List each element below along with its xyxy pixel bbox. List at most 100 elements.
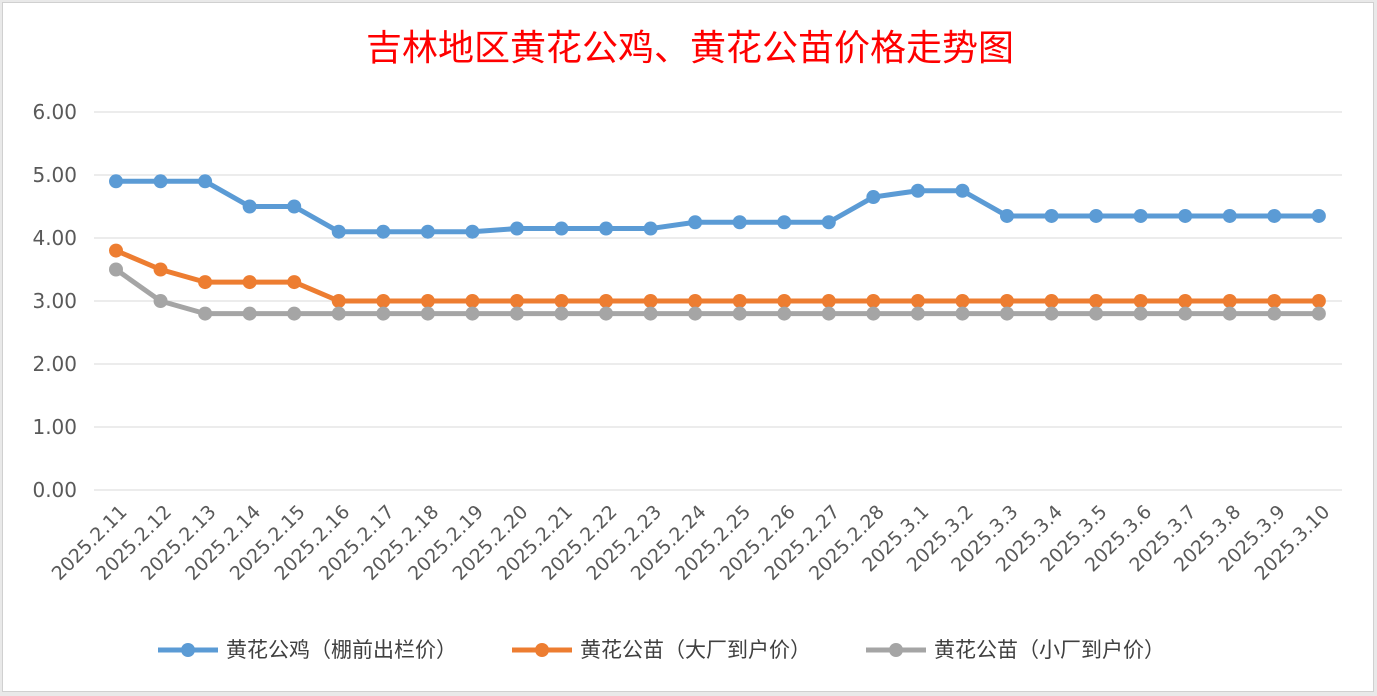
data-point bbox=[509, 306, 524, 321]
data-point bbox=[955, 306, 970, 321]
data-point bbox=[287, 275, 302, 290]
data-point bbox=[1222, 294, 1237, 308]
data-point bbox=[554, 294, 569, 308]
data-point bbox=[554, 221, 569, 236]
data-point bbox=[777, 294, 792, 308]
data-point bbox=[376, 306, 391, 321]
data-point bbox=[821, 294, 836, 308]
data-point bbox=[821, 306, 836, 321]
data-point bbox=[1178, 208, 1193, 223]
data-point bbox=[1178, 306, 1193, 321]
data-point bbox=[198, 174, 213, 189]
legend-item: 黄花公鸡（棚前出栏价） bbox=[158, 638, 457, 662]
data-point bbox=[287, 306, 302, 321]
data-point bbox=[1267, 208, 1282, 223]
series-line bbox=[116, 178, 1319, 235]
data-point bbox=[732, 294, 747, 308]
data-point bbox=[1044, 294, 1059, 308]
data-point bbox=[643, 221, 658, 236]
y-tick-label: 6.00 bbox=[32, 100, 77, 124]
data-point bbox=[198, 275, 213, 290]
data-point bbox=[599, 294, 614, 308]
data-point bbox=[376, 294, 391, 308]
data-point bbox=[1267, 306, 1282, 321]
data-point bbox=[509, 294, 524, 308]
legend-item: 黄花公苗（大厂到户价） bbox=[512, 638, 811, 662]
data-point bbox=[109, 243, 123, 258]
data-point bbox=[910, 306, 925, 321]
y-tick-label: 5.00 bbox=[32, 163, 77, 187]
data-point bbox=[1044, 208, 1059, 223]
series-1 bbox=[109, 243, 1326, 308]
data-point bbox=[910, 294, 925, 308]
data-point bbox=[1000, 306, 1014, 321]
data-point bbox=[910, 183, 925, 198]
y-tick-label: 1.00 bbox=[32, 415, 77, 439]
y-tick-label: 4.00 bbox=[32, 226, 77, 250]
data-point bbox=[153, 174, 168, 189]
data-point bbox=[599, 306, 614, 321]
data-point bbox=[821, 215, 836, 230]
data-point bbox=[509, 221, 524, 236]
y-axis-ticks: 0.00 1.00 2.00 3.00 4.00 5.00 6.00 bbox=[32, 100, 77, 502]
legend-label: 黄花公苗（大厂到户价） bbox=[580, 638, 811, 662]
data-point bbox=[1267, 294, 1282, 308]
gridlines bbox=[94, 111, 1342, 491]
data-point bbox=[688, 215, 703, 230]
data-point bbox=[242, 306, 257, 321]
data-point bbox=[1089, 294, 1104, 308]
legend-swatch-marker bbox=[535, 643, 549, 657]
data-point bbox=[866, 306, 881, 321]
data-point bbox=[153, 294, 168, 308]
series-line bbox=[114, 267, 1319, 317]
data-point bbox=[331, 294, 346, 308]
legend: 黄花公鸡（棚前出栏价） 黄花公苗（大厂到户价） 黄花公苗（小厂到户价） bbox=[158, 638, 1165, 662]
series-line bbox=[115, 248, 1319, 304]
data-point bbox=[242, 275, 257, 290]
data-point bbox=[1089, 208, 1104, 223]
data-point bbox=[688, 306, 703, 321]
data-point bbox=[643, 294, 658, 308]
legend-swatch-marker bbox=[181, 643, 195, 657]
data-point bbox=[153, 262, 168, 277]
data-point bbox=[465, 294, 480, 308]
data-point bbox=[287, 199, 302, 214]
data-point bbox=[109, 262, 123, 277]
data-point bbox=[1311, 306, 1326, 321]
legend-label: 黄花公鸡（棚前出栏价） bbox=[226, 638, 457, 662]
series-lines bbox=[109, 174, 1326, 321]
data-point bbox=[955, 183, 970, 198]
data-point bbox=[1133, 306, 1148, 321]
data-point bbox=[420, 224, 435, 239]
data-point bbox=[198, 306, 213, 321]
data-point bbox=[866, 190, 881, 205]
series-2 bbox=[109, 262, 1326, 321]
series-0 bbox=[109, 174, 1326, 239]
data-point bbox=[599, 221, 614, 236]
data-point bbox=[242, 199, 257, 214]
data-point bbox=[1000, 208, 1014, 223]
data-point bbox=[465, 306, 480, 321]
data-point bbox=[1222, 306, 1237, 321]
data-point bbox=[1000, 294, 1014, 308]
data-point bbox=[643, 306, 658, 321]
data-point bbox=[420, 294, 435, 308]
data-point bbox=[331, 306, 346, 321]
y-tick-label: 2.00 bbox=[32, 352, 77, 376]
data-point bbox=[1311, 208, 1326, 223]
data-point bbox=[688, 294, 703, 308]
data-point bbox=[955, 294, 970, 308]
data-point bbox=[554, 306, 569, 321]
data-point bbox=[1133, 208, 1148, 223]
data-point bbox=[465, 224, 480, 239]
x-axis-ticks: 2025.2.112025.2.122025.2.132025.2.142025… bbox=[48, 501, 1335, 585]
data-point bbox=[1178, 294, 1193, 308]
data-point bbox=[866, 294, 881, 308]
legend-item: 黄花公苗（小厂到户价） bbox=[866, 638, 1165, 662]
data-point bbox=[732, 215, 747, 230]
data-point bbox=[1222, 208, 1237, 223]
legend-label: 黄花公苗（小厂到户价） bbox=[934, 638, 1165, 662]
data-point bbox=[1133, 294, 1148, 308]
